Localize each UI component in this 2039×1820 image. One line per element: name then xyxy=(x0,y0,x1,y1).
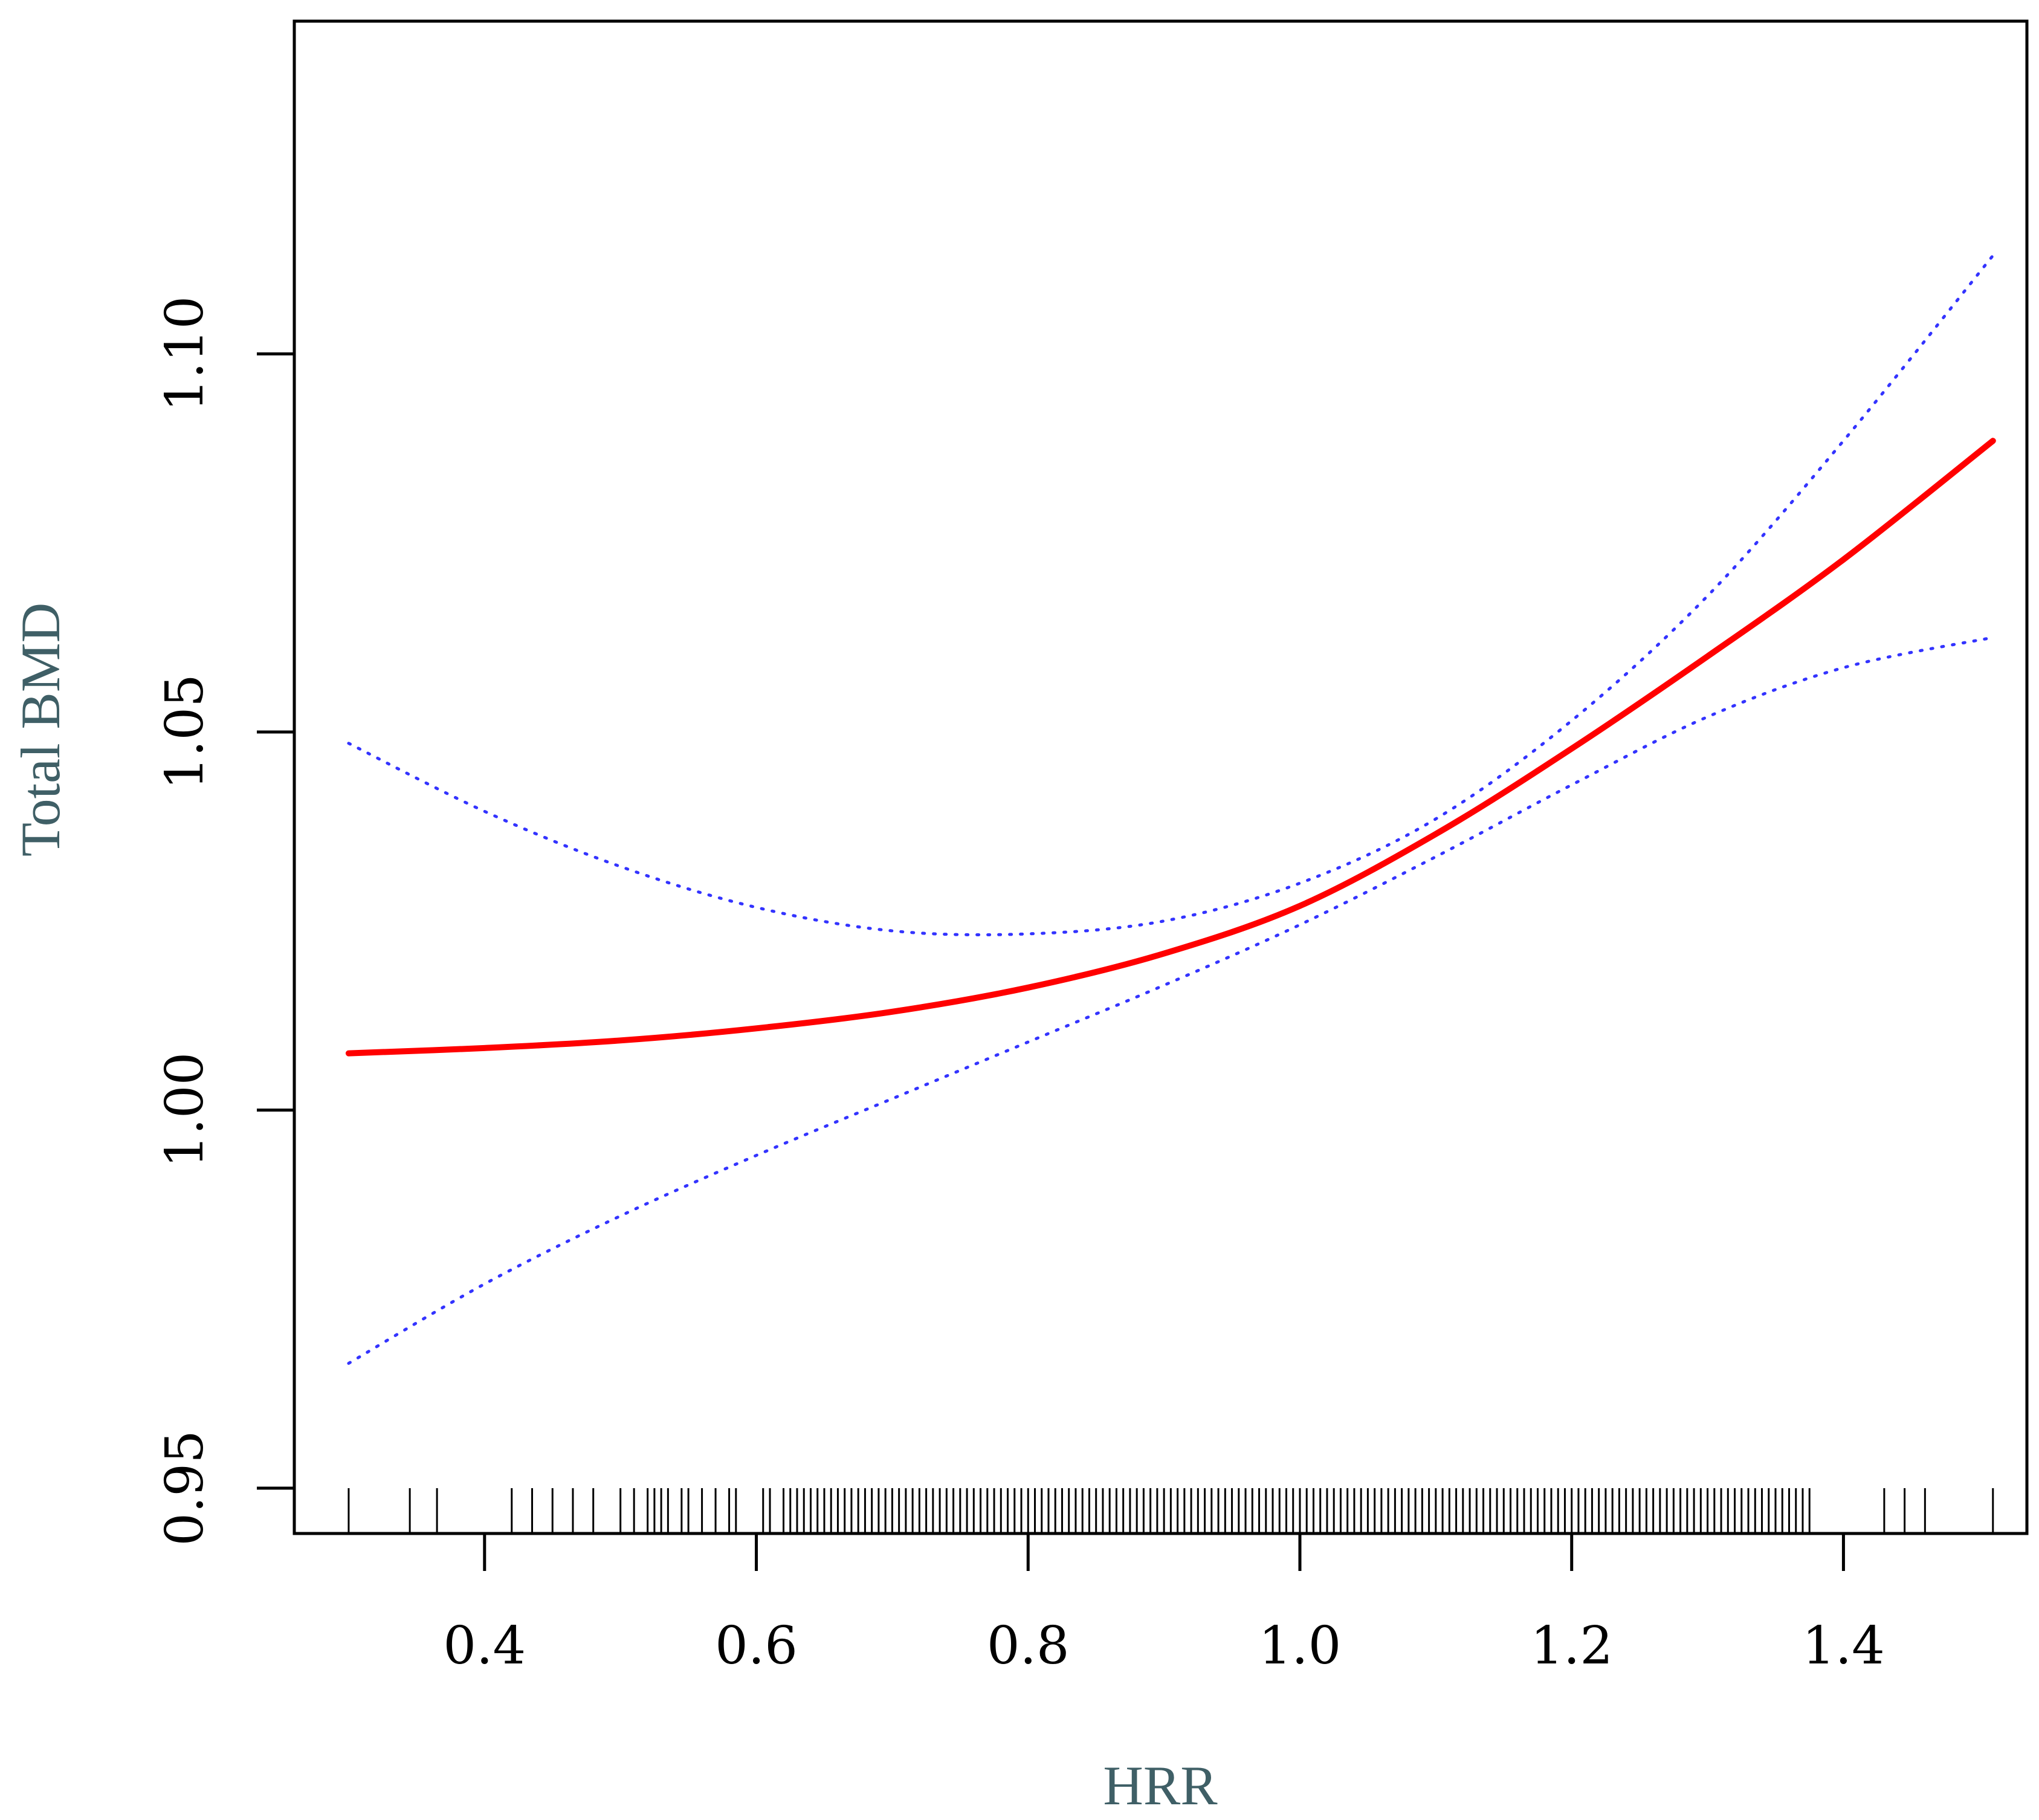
x-tick-label: 0.4 xyxy=(443,1616,526,1676)
x-tick-label: 1.4 xyxy=(1802,1616,1885,1676)
upper-ci-line xyxy=(347,254,1995,937)
y-tick-label: 1.00 xyxy=(155,1052,215,1168)
y-tick-label: 1.10 xyxy=(155,296,215,412)
y-axis: 0.95 1.00 1.05 1.10 xyxy=(155,296,296,1546)
x-axis: 0.4 0.6 0.8 1.0 1.2 1.4 xyxy=(443,1532,1885,1676)
fit-line xyxy=(345,438,1996,1057)
series-layer xyxy=(345,254,1996,1365)
x-tick-label: 1.2 xyxy=(1530,1616,1613,1676)
y-tick-label: 1.05 xyxy=(155,674,215,789)
y-axis-title: Total BMD xyxy=(10,603,71,857)
rug-layer xyxy=(347,1488,1994,1533)
x-tick-label: 1.0 xyxy=(1259,1616,1342,1676)
x-tick-label: 0.6 xyxy=(715,1616,798,1676)
x-tick-label: 0.8 xyxy=(987,1616,1070,1676)
y-tick-label: 0.95 xyxy=(155,1430,215,1546)
x-axis-title: HRR xyxy=(1103,1755,1218,1816)
